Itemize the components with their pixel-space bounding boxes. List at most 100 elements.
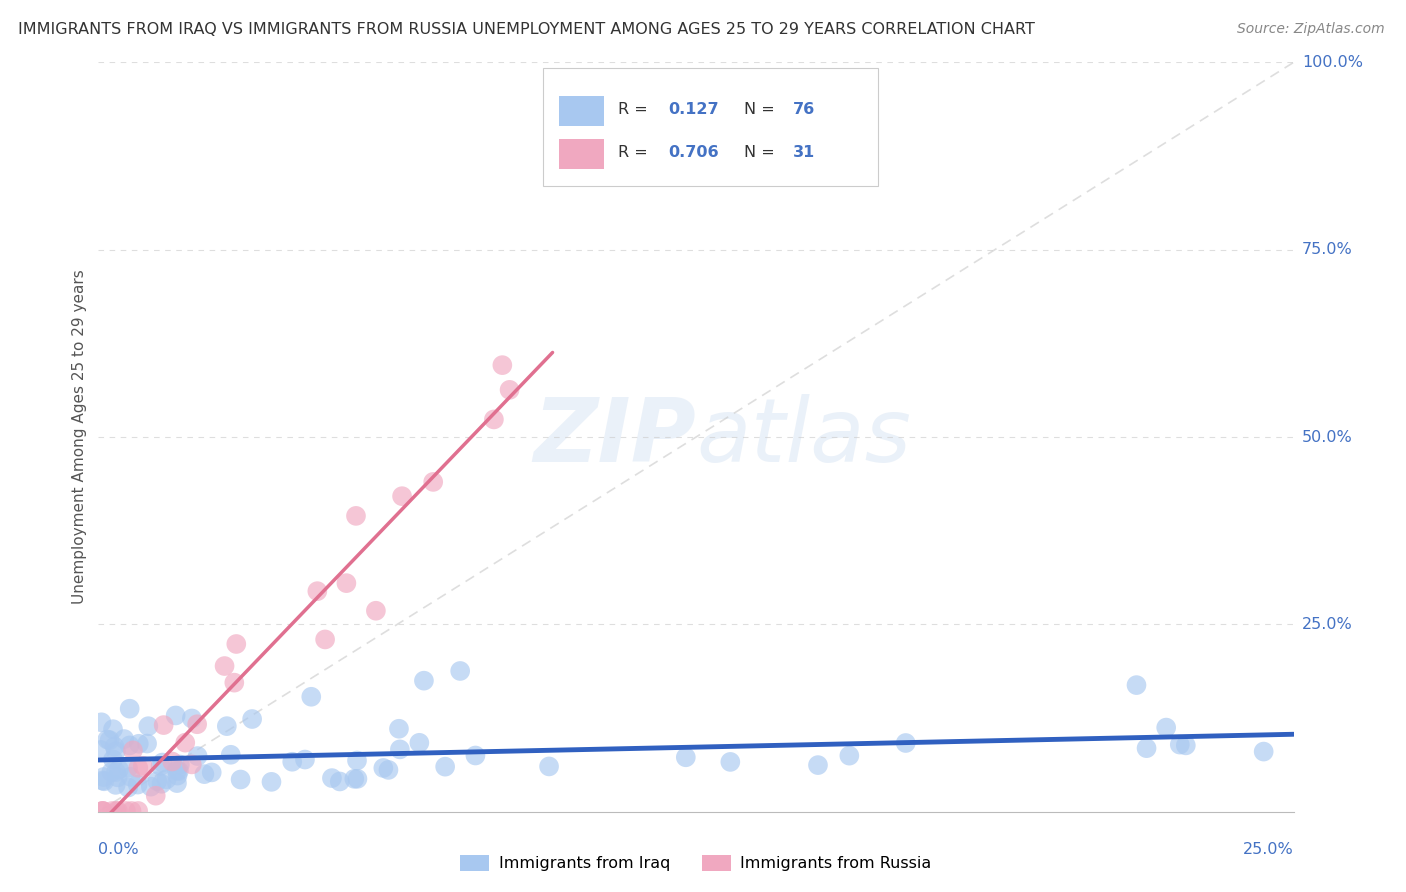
Point (174, 736, 197, 750)
Text: IMMIGRANTS FROM IRAQ VS IMMIGRANTS FROM RUSSIA UNEMPLOYMENT AMONG AGES 25 TO 29 : IMMIGRANTS FROM IRAQ VS IMMIGRANTS FROM … (18, 22, 1035, 37)
Point (224, 675, 246, 690)
Text: N =: N = (744, 145, 780, 160)
Point (388, 742, 411, 756)
Point (169, 757, 191, 772)
FancyBboxPatch shape (558, 139, 605, 169)
Point (122, 743, 145, 757)
Text: N =: N = (744, 103, 780, 117)
Point (98, 733, 121, 747)
Point (215, 719, 238, 733)
Point (166, 776, 188, 790)
Point (136, 737, 159, 751)
Point (117, 761, 139, 775)
Point (138, 719, 160, 733)
Text: R =: R = (619, 145, 654, 160)
Point (120, 770, 142, 784)
Point (127, 761, 149, 775)
Text: 25.0%: 25.0% (1243, 842, 1294, 857)
Point (101, 722, 124, 736)
Point (101, 752, 124, 766)
Point (343, 772, 366, 786)
Point (408, 736, 430, 750)
Text: 100.0%: 100.0% (1302, 55, 1362, 70)
Point (321, 771, 343, 785)
Point (90, 715, 112, 730)
Point (335, 576, 357, 591)
Point (180, 711, 202, 725)
Text: 25.0%: 25.0% (1302, 617, 1353, 632)
Point (103, 739, 125, 754)
Point (314, 632, 336, 647)
Point (91, 804, 114, 818)
Point (150, 777, 173, 791)
Point (115, 804, 138, 818)
Point (91, 804, 114, 818)
Point (166, 764, 188, 778)
Point (449, 664, 471, 678)
Point (1174, 739, 1197, 753)
Point (107, 804, 129, 818)
Point (127, 778, 149, 792)
Point (281, 755, 304, 769)
Point (149, 759, 172, 773)
Point (329, 774, 352, 789)
Text: atlas: atlas (696, 394, 911, 480)
Point (166, 769, 188, 783)
Point (214, 659, 236, 673)
Point (105, 764, 128, 779)
Point (128, 737, 150, 751)
Point (1125, 678, 1147, 692)
Point (160, 755, 183, 769)
Point (104, 778, 127, 792)
Point (294, 752, 316, 766)
Point (187, 749, 209, 764)
Point (346, 772, 368, 786)
Point (299, 690, 322, 704)
Point (718, 755, 741, 769)
Point (377, 763, 399, 777)
Point (105, 804, 128, 818)
Point (894, 736, 917, 750)
Point (121, 804, 143, 818)
Point (132, 758, 155, 772)
Point (675, 750, 697, 764)
Point (388, 722, 411, 736)
Point (186, 717, 208, 731)
Point (91, 804, 114, 818)
Point (373, 761, 395, 775)
Point (152, 718, 174, 732)
Point (498, 383, 520, 397)
Text: 75.0%: 75.0% (1302, 243, 1353, 257)
Point (538, 759, 561, 773)
Point (145, 789, 167, 803)
Point (90, 743, 112, 757)
Point (807, 758, 830, 772)
Point (100, 765, 122, 780)
Text: 31: 31 (793, 145, 815, 160)
Point (117, 780, 139, 795)
Point (155, 772, 177, 787)
Text: R =: R = (619, 103, 654, 117)
Text: 0.127: 0.127 (668, 103, 718, 117)
Point (422, 475, 444, 489)
FancyBboxPatch shape (543, 68, 877, 186)
Point (107, 770, 129, 784)
Point (91, 773, 114, 788)
Point (225, 637, 247, 651)
Point (434, 759, 457, 773)
FancyBboxPatch shape (558, 96, 605, 126)
Point (240, 712, 263, 726)
Point (1154, 721, 1177, 735)
Point (152, 756, 174, 770)
Text: 76: 76 (793, 103, 815, 117)
Point (127, 804, 149, 818)
Point (104, 744, 127, 758)
Point (1168, 738, 1191, 752)
Point (346, 754, 368, 768)
Point (112, 732, 135, 747)
Point (1135, 741, 1157, 756)
Text: 0.706: 0.706 (668, 145, 718, 160)
Point (838, 748, 860, 763)
Point (464, 748, 486, 763)
Point (344, 508, 367, 523)
